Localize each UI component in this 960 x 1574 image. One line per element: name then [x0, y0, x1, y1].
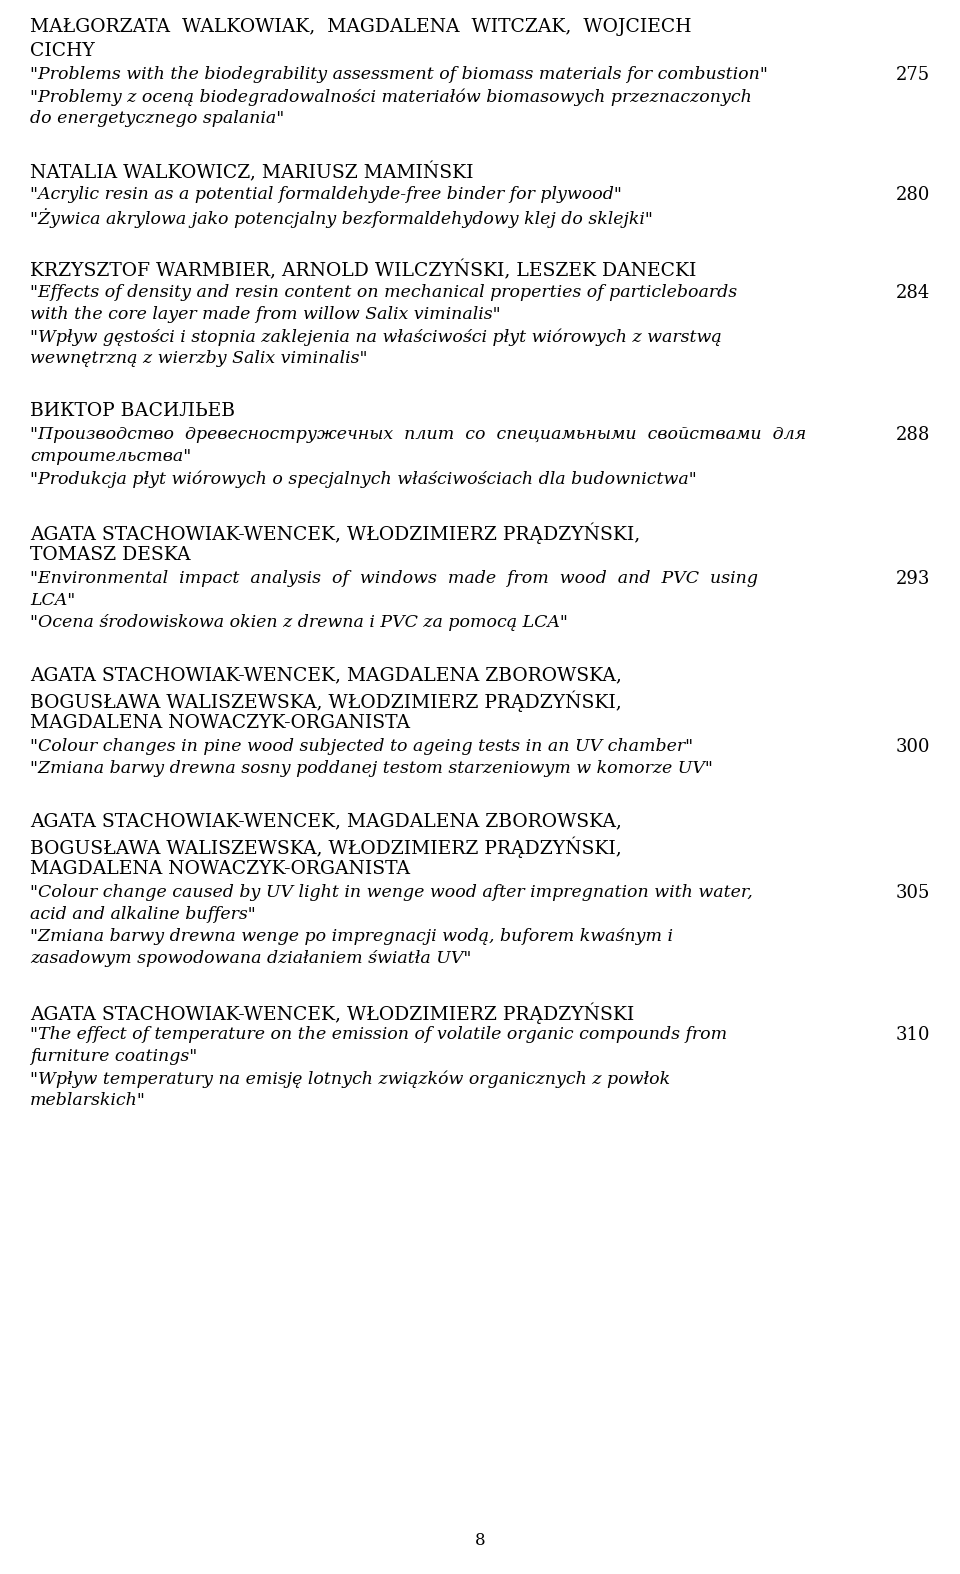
- Text: 280: 280: [896, 186, 930, 205]
- Text: AGATA STACHOWIAK-WENCEK, MAGDALENA ZBOROWSKA,: AGATA STACHOWIAK-WENCEK, MAGDALENA ZBORO…: [30, 666, 622, 685]
- Text: MAGDALENA NOWACZYK-ORGANISTA: MAGDALENA NOWACZYK-ORGANISTA: [30, 859, 410, 878]
- Text: 284: 284: [896, 283, 930, 302]
- Text: "Environmental  impact  analysis  of  windows  made  from  wood  and  PVC  using: "Environmental impact analysis of window…: [30, 570, 758, 587]
- Text: 300: 300: [896, 738, 930, 756]
- Text: BOGUSŁAWA WALISZEWSKA, WŁODZIMIERZ PRĄDZYŃSKI,: BOGUSŁAWA WALISZEWSKA, WŁODZIMIERZ PRĄDZ…: [30, 836, 622, 858]
- Text: LCA": LCA": [30, 592, 75, 609]
- Text: "Effects of density and resin content on mechanical properties of particleboards: "Effects of density and resin content on…: [30, 283, 737, 301]
- Text: "Wpływ gęstości i stopnia zaklejenia na właściwości płyt wiórowych z warstwą: "Wpływ gęstości i stopnia zaklejenia na …: [30, 327, 722, 346]
- Text: "Производство  древесностружечных  плит  со  специамьными  свойствами  для: "Производство древесностружечных плит со…: [30, 427, 806, 442]
- Text: "Produkcja płyt wiórowych o specjalnych właściwościach dla budownictwa": "Produkcja płyt wiórowych o specjalnych …: [30, 471, 697, 488]
- Text: AGATA STACHOWIAK-WENCEK, WŁODZIMIERZ PRĄDZYŃSKI: AGATA STACHOWIAK-WENCEK, WŁODZIMIERZ PRĄ…: [30, 1003, 635, 1023]
- Text: "Zmiana barwy drewna sosny poddanej testom starzeniowym w komorze UV": "Zmiana barwy drewna sosny poddanej test…: [30, 760, 713, 778]
- Text: 305: 305: [896, 885, 930, 902]
- Text: KRZYSZTOF WARMBIER, ARNOLD WILCZYŃSKI, LESZEK DANECKI: KRZYSZTOF WARMBIER, ARNOLD WILCZYŃSKI, L…: [30, 260, 696, 280]
- Text: do energetycznego spalania": do energetycznego spalania": [30, 110, 284, 127]
- Text: 310: 310: [896, 1026, 930, 1044]
- Text: "Problemy z oceną biodegradowalności materiałów biomasowych przeznaczonych: "Problemy z oceną biodegradowalności mat…: [30, 88, 752, 105]
- Text: MAŁGORZATA  WALKOWIAK,  MAGDALENA  WITCZAK,  WOJCIECH: MAŁGORZATA WALKOWIAK, MAGDALENA WITCZAK,…: [30, 17, 691, 36]
- Text: AGATA STACHOWIAK-WENCEK, MAGDALENA ZBOROWSKA,: AGATA STACHOWIAK-WENCEK, MAGDALENA ZBORO…: [30, 812, 622, 829]
- Text: with the core layer made from willow Salix viminalis": with the core layer made from willow Sal…: [30, 305, 500, 323]
- Text: "Żywica akrylowa jako potencjalny bezformaldehydowy klej do sklejki": "Żywica akrylowa jako potencjalny bezfor…: [30, 208, 653, 228]
- Text: "Problems with the biodegrability assessment of biomass materials for combustion: "Problems with the biodegrability assess…: [30, 66, 768, 83]
- Text: 275: 275: [896, 66, 930, 83]
- Text: furniture coatings": furniture coatings": [30, 1048, 197, 1066]
- Text: "Colour change caused by UV light in wenge wood after impregnation with water,: "Colour change caused by UV light in wen…: [30, 885, 753, 900]
- Text: "Colour changes in pine wood subjected to ageing tests in an UV chamber": "Colour changes in pine wood subjected t…: [30, 738, 693, 756]
- Text: "Zmiana barwy drewna wenge po impregnacji wodą, buforem kwaśnym i: "Zmiana barwy drewna wenge po impregnacj…: [30, 929, 673, 944]
- Text: "Wpływ temperatury na emisję lotnych związków organicznych z powłok: "Wpływ temperatury na emisję lotnych zwi…: [30, 1070, 670, 1088]
- Text: 8: 8: [474, 1532, 486, 1549]
- Text: CICHY: CICHY: [30, 42, 95, 60]
- Text: BOGUSŁAWA WALISZEWSKA, WŁODZIMIERZ PRĄDZYŃSKI,: BOGUSŁAWA WALISZEWSKA, WŁODZIMIERZ PRĄDZ…: [30, 689, 622, 711]
- Text: TOMASZ DESKA: TOMASZ DESKA: [30, 546, 190, 563]
- Text: 293: 293: [896, 570, 930, 589]
- Text: zasadowym spowodowana działaniem światła UV": zasadowym spowodowana działaniem światła…: [30, 951, 471, 966]
- Text: "The effect of temperature on the emission of volatile organic compounds from: "The effect of temperature on the emissi…: [30, 1026, 727, 1044]
- Text: wewnętrzną z wierzby Salix viminalis": wewnętrzną z wierzby Salix viminalis": [30, 349, 368, 367]
- Text: "Ocena środowiskowa okien z drewna i PVC za pomocą LCA": "Ocena środowiskowa okien z drewna i PVC…: [30, 614, 568, 631]
- Text: MAGDALENA NOWACZYK-ORGANISTA: MAGDALENA NOWACZYK-ORGANISTA: [30, 715, 410, 732]
- Text: meblarskich": meblarskich": [30, 1092, 146, 1110]
- Text: 288: 288: [896, 427, 930, 444]
- Text: NATALIA WALKOWICZ, MARIUSZ MAMIŃSKI: NATALIA WALKOWICZ, MARIUSZ MAMIŃSKI: [30, 162, 473, 183]
- Text: "Acrylic resin as a potential formaldehyde-free binder for plywood": "Acrylic resin as a potential formaldehy…: [30, 186, 622, 203]
- Text: AGATA STACHOWIAK-WENCEK, WŁODZIMIERZ PRĄDZYŃSKI,: AGATA STACHOWIAK-WENCEK, WŁODZIMIERZ PRĄ…: [30, 523, 640, 543]
- Text: строительства": строительства": [30, 449, 191, 464]
- Text: ВИКТОР ВАСИЛЬЕВ: ВИКТОР ВАСИЛЬЕВ: [30, 401, 235, 420]
- Text: acid and alkaline buffers": acid and alkaline buffers": [30, 907, 255, 922]
